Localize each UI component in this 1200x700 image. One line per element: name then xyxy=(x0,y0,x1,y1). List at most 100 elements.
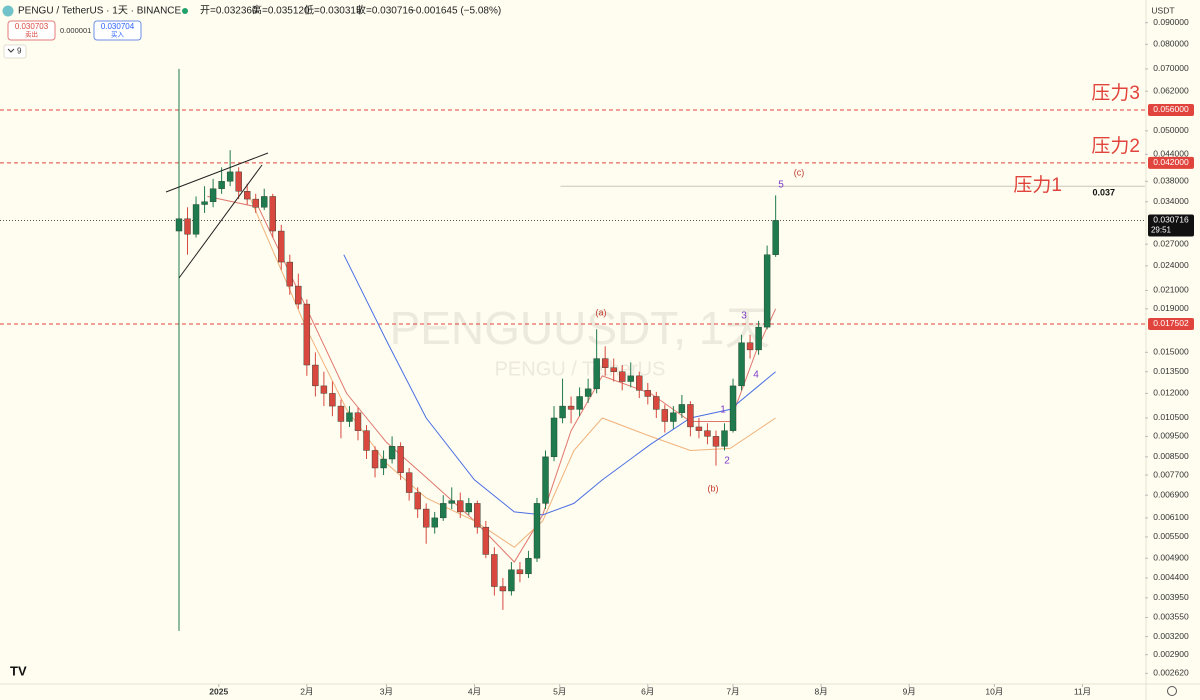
candle-body xyxy=(261,196,268,208)
currency: USDT xyxy=(1151,5,1174,15)
y-tick-label: 0.012000 xyxy=(1153,388,1189,398)
level-label: 0.056000 xyxy=(1153,104,1189,114)
candle-body xyxy=(278,230,285,263)
candle-body xyxy=(363,430,370,451)
candle-body xyxy=(209,188,217,202)
candle-body xyxy=(337,405,345,422)
candle-body xyxy=(746,342,754,351)
y-tick-label: 0.007700 xyxy=(1153,469,1189,479)
candle-body xyxy=(422,508,430,528)
watermark-title: PENGUUSDT, 1天 xyxy=(390,302,771,354)
target-note: 压力1 xyxy=(1013,174,1062,196)
candle-body xyxy=(303,303,311,366)
level-note: 压力3 xyxy=(1091,82,1140,104)
wave-label: 4 xyxy=(753,370,759,381)
candle-body xyxy=(644,390,651,397)
candle-body xyxy=(465,503,472,513)
candle-body xyxy=(440,503,447,519)
wave-label: (c) xyxy=(794,167,805,177)
candle-body xyxy=(627,375,634,382)
y-tick-label: 0.024000 xyxy=(1153,260,1189,270)
candle-body xyxy=(184,218,191,235)
candle-body xyxy=(704,430,711,437)
candle-body xyxy=(346,412,353,422)
y-tick-label: 0.003550 xyxy=(1153,612,1189,622)
settings-icon[interactable] xyxy=(1167,686,1177,696)
candle-body xyxy=(218,181,225,189)
candle-body xyxy=(414,492,421,510)
level-note: 压力2 xyxy=(1091,135,1140,157)
buy-button[interactable] xyxy=(93,20,142,41)
candle-body xyxy=(712,436,720,447)
candle-body xyxy=(380,458,387,469)
y-tick-label: 0.038000 xyxy=(1153,176,1189,186)
candle-body xyxy=(508,569,515,592)
ohlc-low: 低=0.030315 xyxy=(304,4,362,17)
level-tag xyxy=(1148,103,1194,116)
sell-label: 卖出 xyxy=(25,30,38,39)
symbol-icon xyxy=(2,5,14,17)
y-tick-label: 0.070000 xyxy=(1153,63,1189,73)
y-tick-label: 0.021000 xyxy=(1153,285,1189,295)
candle-body xyxy=(661,409,669,422)
y-tick-label: 0.002900 xyxy=(1153,649,1189,659)
y-tick-label: 0.004900 xyxy=(1153,552,1189,562)
y-tick-label: 0.080000 xyxy=(1153,39,1189,49)
buy-label: 买入 xyxy=(111,31,125,39)
spread: 0.000001 xyxy=(60,26,91,35)
countdown: 29:51 xyxy=(1151,226,1172,235)
candle-body xyxy=(525,557,532,575)
candle-body xyxy=(584,388,592,397)
candle-body xyxy=(371,450,379,469)
x-tick-label: 2025 xyxy=(209,686,228,696)
y-tick-label: 0.050000 xyxy=(1153,125,1189,135)
candle-body xyxy=(457,500,464,513)
y-tick-label: 0.005500 xyxy=(1153,531,1189,541)
trendline xyxy=(178,164,263,279)
y-tick-label: 0.015000 xyxy=(1153,347,1189,357)
candle-body xyxy=(619,371,626,382)
candle-body xyxy=(448,500,455,504)
candle-body xyxy=(678,404,686,413)
candle-body xyxy=(610,367,617,372)
indicator-toggle[interactable] xyxy=(3,44,27,59)
candle-body xyxy=(431,517,438,528)
wave-label: (a) xyxy=(596,307,607,317)
y-tick-label: 0.019000 xyxy=(1153,303,1189,313)
ohlc-high: 高=0.035120 xyxy=(252,4,310,17)
candle-body xyxy=(729,385,737,431)
candle-body xyxy=(295,285,302,305)
sell-button[interactable] xyxy=(7,20,56,41)
y-tick-label: 0.027000 xyxy=(1153,238,1189,248)
x-tick-label: 9月 xyxy=(903,686,916,696)
candle-body xyxy=(354,412,362,431)
logo: TV xyxy=(10,663,27,678)
x-tick-label: 5月 xyxy=(553,686,566,696)
candle-body xyxy=(397,446,404,473)
candle-body xyxy=(482,526,490,555)
plot-area xyxy=(0,68,1145,631)
y-tick-label: 0.006900 xyxy=(1153,489,1189,499)
ohlc-change: −0.001645 (−5.08%) xyxy=(410,6,501,17)
y-tick-label: 0.006100 xyxy=(1153,512,1189,522)
y-tick-label: 0.002620 xyxy=(1153,668,1189,678)
candle-body xyxy=(721,430,728,447)
wave-label: 1 xyxy=(720,405,726,416)
candle-body xyxy=(175,218,183,232)
moving-average xyxy=(207,195,777,563)
last-price-label: 0.030716 xyxy=(1153,215,1189,225)
y-tick-label: 0.044000 xyxy=(1153,149,1189,159)
candle-body xyxy=(516,569,524,575)
y-tick-label: 0.004400 xyxy=(1153,572,1189,582)
candle-body xyxy=(601,358,609,368)
sell-price: 0.030703 xyxy=(15,22,49,31)
level-label: 0.042000 xyxy=(1153,157,1189,167)
moving-average xyxy=(246,191,776,548)
candle-body xyxy=(405,472,413,493)
x-tick-label: 2月 xyxy=(300,686,313,696)
candle-body xyxy=(269,196,276,232)
candle-body xyxy=(695,426,703,431)
candle-body xyxy=(286,261,294,287)
candle-body xyxy=(763,254,771,328)
